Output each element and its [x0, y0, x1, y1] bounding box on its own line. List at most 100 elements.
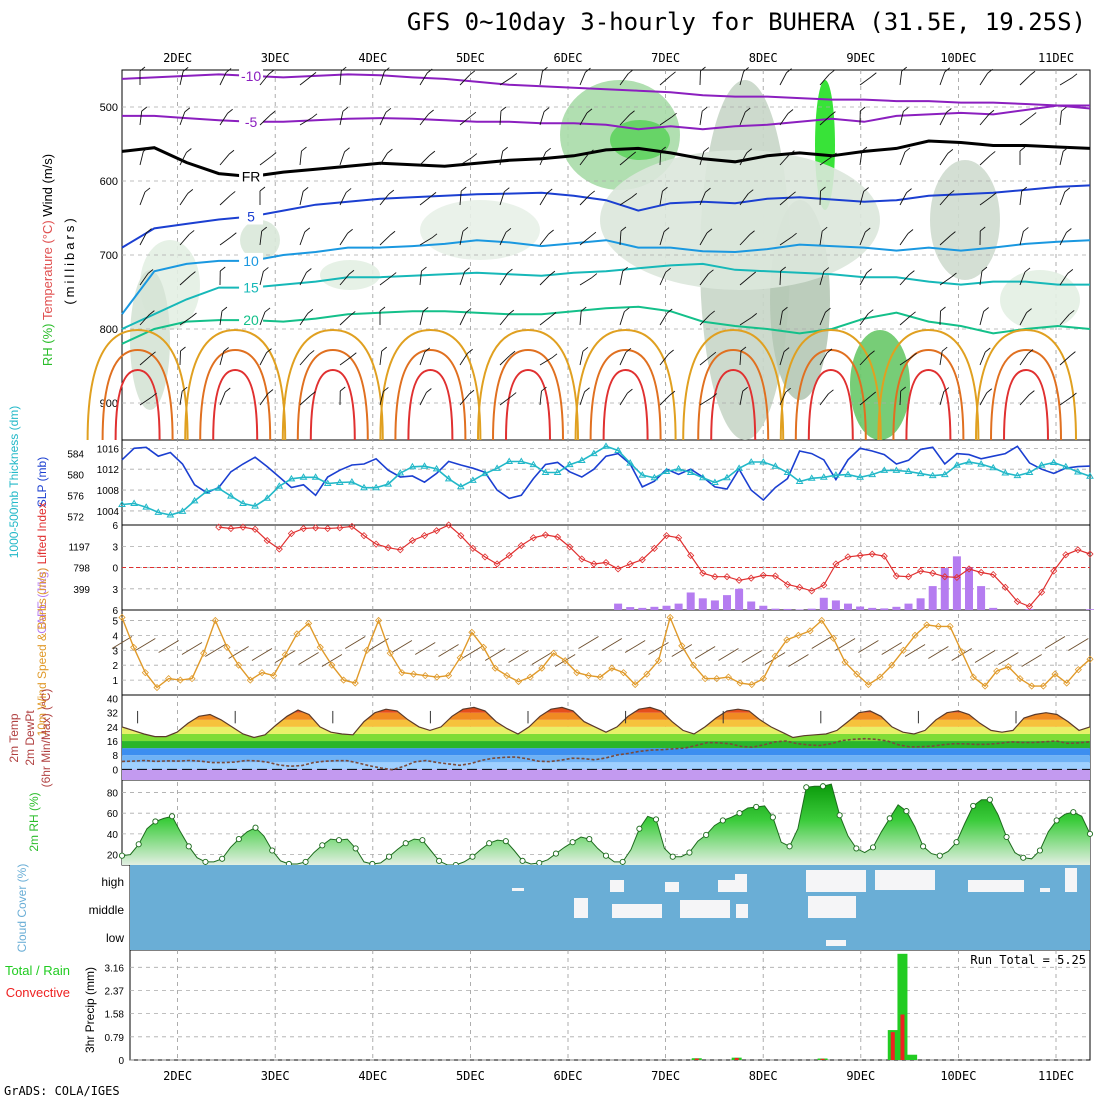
- wind-barb-feather: [660, 146, 667, 152]
- warm-contour: [477, 328, 579, 441]
- wind-barb-feather: [384, 67, 390, 73]
- wind-speed-point: [666, 613, 674, 622]
- rh2m-panel: 20 40 60 80 2m RH (%): [27, 783, 1094, 869]
- wind-barb-feather: [460, 186, 467, 192]
- contour-label-bg: [239, 113, 264, 130]
- li-tick-label: 6: [112, 606, 118, 617]
- warm-contour: [892, 348, 965, 441]
- date-label-top: 7DEC: [651, 51, 680, 65]
- cape-bar: [904, 603, 913, 610]
- warm-contour: [779, 328, 882, 441]
- wind-speed-point: [375, 616, 383, 625]
- surface-wind-barb: [858, 640, 879, 653]
- wind-speed-point: [608, 664, 616, 672]
- temp-band: [122, 719, 1090, 727]
- wind-speed-point: [783, 636, 791, 644]
- rh-point: [636, 825, 643, 832]
- wind-barb-feather: [431, 233, 438, 239]
- wind-barb-feather: [541, 386, 547, 392]
- wind-speed-point: [748, 680, 756, 689]
- wind-barb: [699, 397, 713, 406]
- wind-barb-feather: [946, 108, 952, 113]
- thickness-point: [166, 511, 175, 518]
- wind-speed-point: [503, 672, 511, 680]
- rh-blob: [240, 220, 280, 260]
- rh-point: [653, 816, 660, 823]
- cloud-cell: [736, 904, 748, 918]
- wind-barb-feather: [227, 108, 233, 114]
- surface-warm-contours: [86, 328, 1077, 441]
- wind-barb-feather: [864, 227, 871, 233]
- wind-barb: [179, 316, 192, 326]
- wind-barb: [659, 75, 671, 86]
- li-point: [1074, 546, 1082, 554]
- wind-barb-feather: [151, 392, 157, 398]
- wind-barb-feather: [870, 391, 877, 397]
- wind-barb: [739, 351, 742, 366]
- wind-barb-feather: [390, 272, 397, 277]
- wind-speed-point: [363, 646, 371, 654]
- thickness-point: [783, 468, 792, 476]
- wind-barb-feather: [307, 309, 314, 314]
- wind-barb: [699, 191, 706, 206]
- wind-barb: [379, 152, 388, 166]
- series-line: [121, 445, 1091, 502]
- wind-speed-point: [724, 673, 733, 681]
- surface-wind-barb: [298, 652, 319, 665]
- wind-barb-feather: [904, 147, 911, 153]
- rh-point: [469, 853, 476, 860]
- wind-barb: [419, 237, 433, 246]
- wind-barb: [419, 113, 429, 126]
- precip-convective-bar: [820, 1058, 825, 1060]
- wind-barb-feather: [1029, 70, 1036, 76]
- wind-speed-point: [841, 658, 849, 666]
- wind-barb: [499, 232, 507, 246]
- cloud-cell: [610, 880, 624, 892]
- date-label-top: 3DEC: [261, 51, 290, 65]
- thickness-point: [214, 484, 223, 491]
- wind-barb-feather: [670, 71, 676, 77]
- wind-barb-feather: [665, 267, 671, 273]
- wind-speed-point: [853, 670, 861, 678]
- wind-barb-feather: [991, 192, 997, 198]
- wind-barb-feather: [543, 107, 550, 112]
- li-point: [808, 587, 816, 595]
- rh-point: [769, 814, 776, 821]
- temperature-contour: [121, 262, 1090, 330]
- wind-barb: [739, 316, 752, 326]
- wind-speed-point: [818, 616, 826, 625]
- wind-speed-point: [631, 680, 639, 689]
- wind-barb-feather: [782, 306, 788, 312]
- wind-speed-point: [444, 672, 453, 680]
- wind-barb: [699, 151, 705, 166]
- wind-barb: [619, 271, 624, 286]
- li-point: [529, 534, 537, 542]
- wind-barb-feather: [150, 351, 156, 357]
- li-point: [1086, 550, 1094, 558]
- temperature-contour: [121, 139, 1091, 179]
- rh-point: [436, 857, 443, 864]
- wind-speed-point: [911, 631, 919, 639]
- wind-barb-feather: [548, 229, 554, 235]
- surface-wind-barb: [694, 646, 716, 659]
- thickness-point: [795, 477, 804, 484]
- rh-point: [753, 803, 760, 811]
- wind-barb-feather: [186, 148, 192, 153]
- wind-barb: [539, 71, 543, 86]
- wind-barb: [499, 111, 502, 126]
- cape-bar: [940, 568, 949, 610]
- wind-barb-feather: [901, 66, 907, 72]
- wind-barb-feather: [910, 311, 916, 317]
- wind-barb: [819, 393, 829, 406]
- date-label-bottom: 7DEC: [651, 1069, 680, 1083]
- wind-barb-feather: [221, 306, 228, 312]
- thickness-point: [553, 468, 562, 476]
- wind-barb: [819, 156, 832, 166]
- wind-barb: [499, 151, 504, 166]
- wind-barb-feather: [228, 149, 235, 155]
- wind-barb: [179, 234, 190, 246]
- thickness-point: [638, 471, 647, 478]
- cape-bar: [771, 608, 780, 610]
- warm-contour: [574, 328, 677, 441]
- warm-contour: [296, 348, 369, 441]
